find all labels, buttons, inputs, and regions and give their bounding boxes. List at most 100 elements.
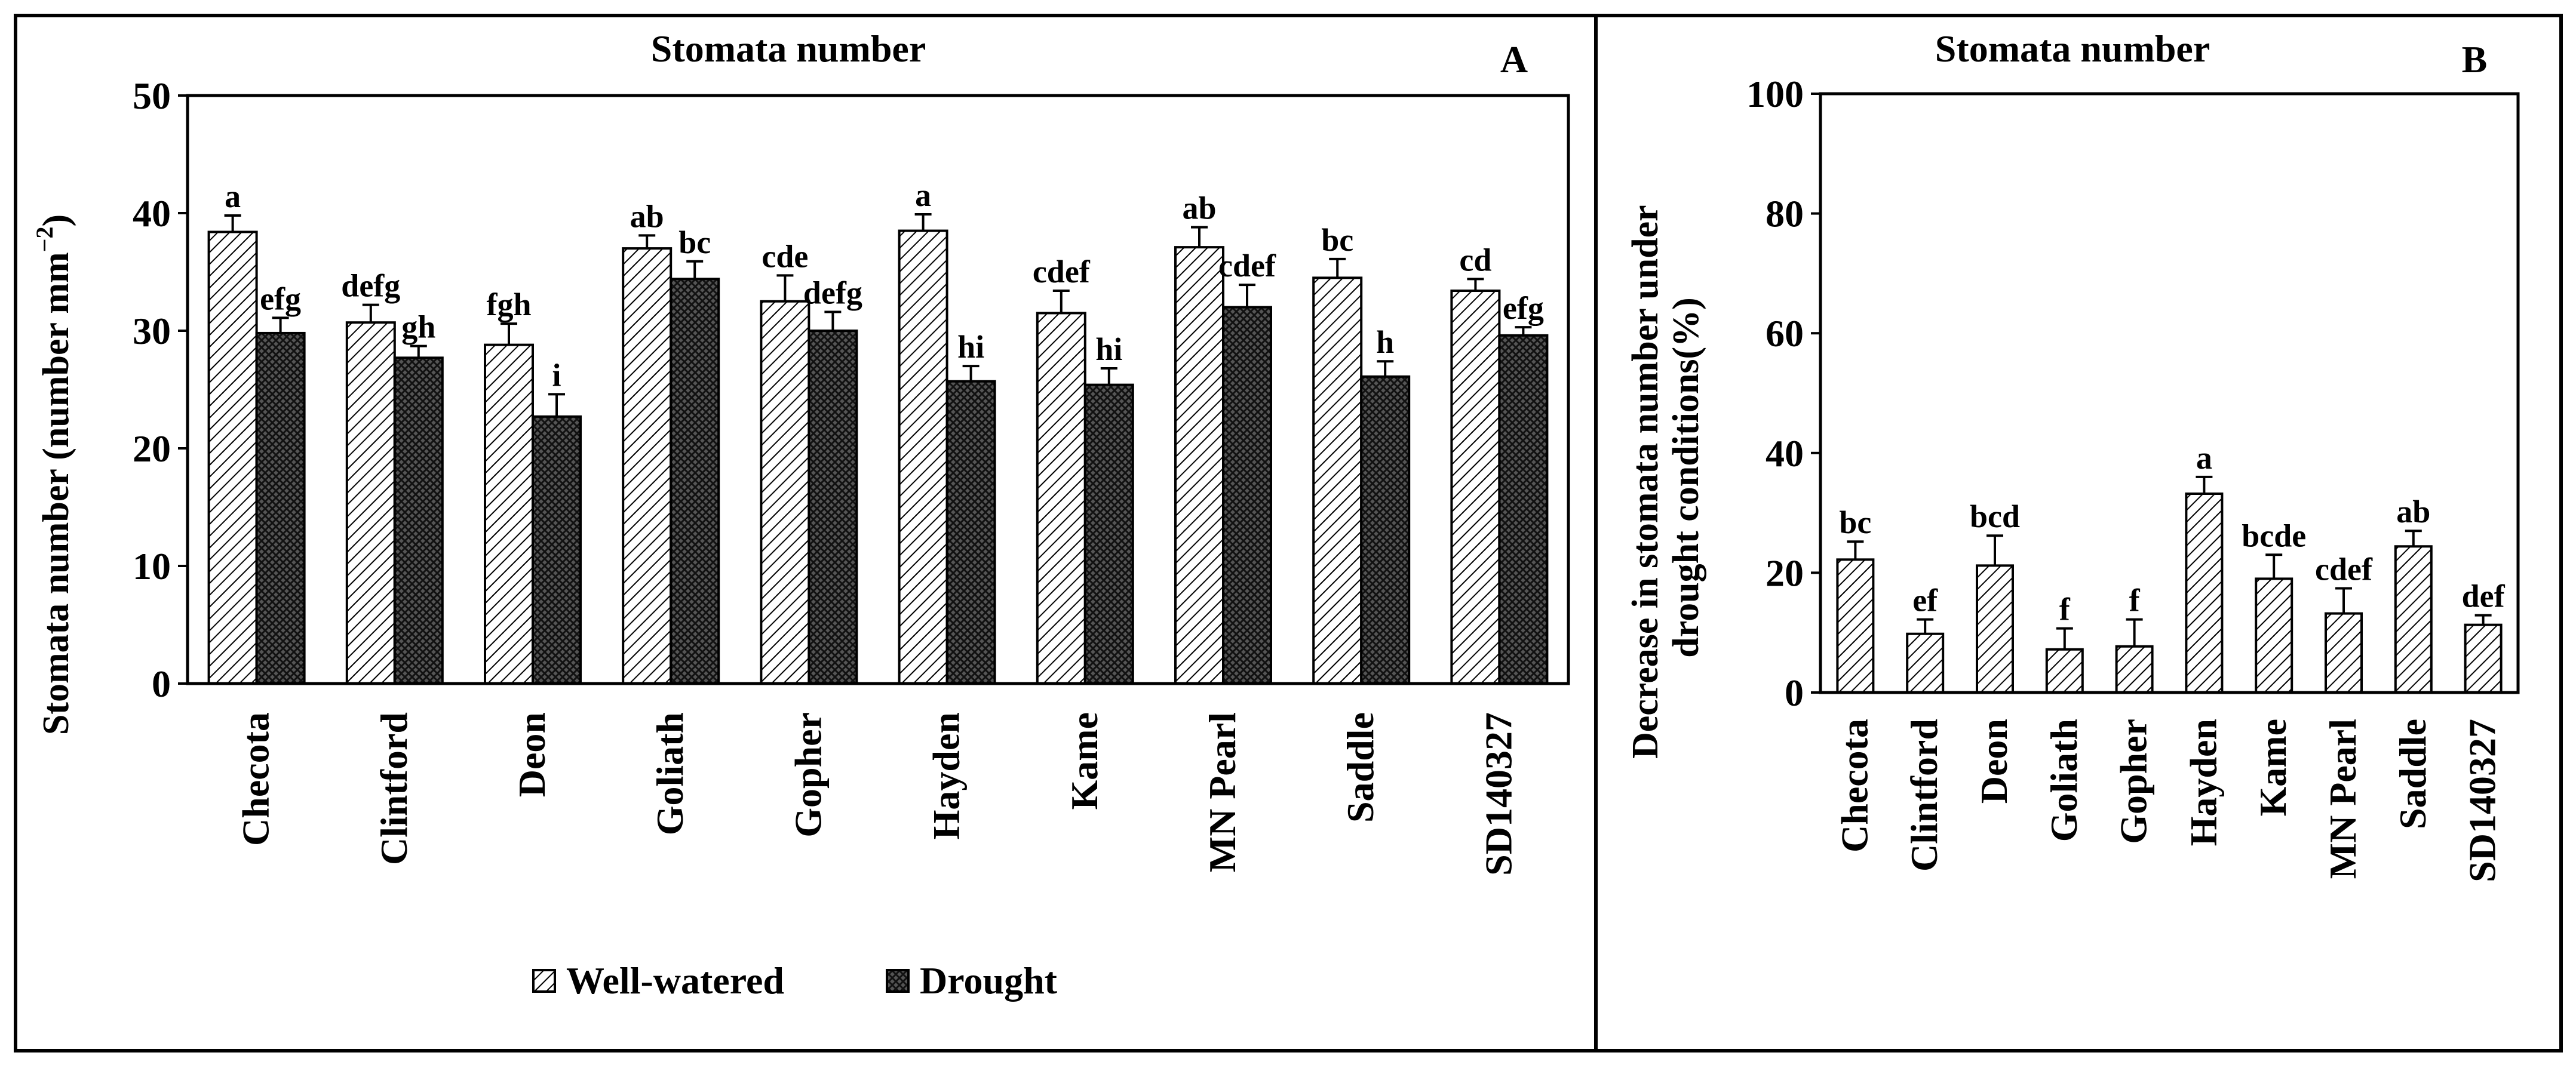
bar-drought-kame xyxy=(1083,383,1134,685)
figure-frame xyxy=(14,14,2563,1052)
x-tick-label-deon: Deon xyxy=(1973,719,2015,804)
x-tick-label-saddle: Saddle xyxy=(1339,712,1381,823)
bar-decrease-goliath xyxy=(2045,648,2084,694)
x-tick-label-kame: Kame xyxy=(2252,719,2294,817)
significance-letter: bc xyxy=(1321,222,1353,258)
bar-well-watered-saddle xyxy=(1312,276,1363,685)
x-tick-label-gopher: Gopher xyxy=(787,712,829,838)
panel-a-y-axis-label: Stomata number (number mm−2) xyxy=(31,214,76,735)
panel-a-x-tick-labels: Checota Clintford Deon Goliath Gopher Hayden K… xyxy=(235,712,1520,876)
panel-b: Stomata number B Decrease in stomata num… xyxy=(1625,27,2520,882)
x-tick-label-deon: Deon xyxy=(511,712,553,797)
significance-letter: i xyxy=(552,357,561,393)
panel-b-ticks: 0 20 40 60 80 100 xyxy=(1746,73,1820,714)
bar-drought-clintford xyxy=(393,356,444,685)
panel-b-y-axis-label: Decrease in stomata number under drought… xyxy=(1625,196,1706,759)
significance-letter: ab xyxy=(2396,494,2430,530)
y-tick-label: 10 xyxy=(133,545,171,587)
significance-letter: h xyxy=(1376,324,1394,360)
significance-letter: fgh xyxy=(486,287,531,322)
significance-letter: bcd xyxy=(1970,498,2020,534)
y-tick-label: 60 xyxy=(1766,312,1804,355)
bar-decrease-saddle xyxy=(2394,545,2433,694)
significance-letter: ab xyxy=(630,198,664,234)
significance-letter: a xyxy=(2196,440,2212,476)
x-tick-label-goliath: Goliath xyxy=(649,712,691,835)
bar-decrease-hayden xyxy=(2185,493,2224,694)
panel-b-plot-frame xyxy=(1819,92,2520,694)
significance-letter: defg xyxy=(803,275,862,310)
significance-letter: bcde xyxy=(2242,518,2306,553)
significance-letter: cdef xyxy=(2315,551,2373,587)
panel-b-title: Stomata number xyxy=(1935,27,2210,70)
bar-drought-mn-pearl xyxy=(1222,306,1272,685)
significance-letter: efg xyxy=(1503,290,1544,326)
bar-drought-deon xyxy=(532,415,582,685)
bar-decrease-kame xyxy=(2255,577,2293,694)
panel-a-plot-frame xyxy=(186,94,1570,685)
bar-well-watered-kame xyxy=(1036,312,1086,685)
significance-letter: ef xyxy=(1912,583,1938,618)
y-tick-label: 20 xyxy=(133,427,171,470)
panel-a-letter: A xyxy=(1500,38,1528,81)
x-tick-label-mn-pearl: MN Pearl xyxy=(2322,719,2364,879)
bar-drought-goliath xyxy=(670,278,720,685)
legend-swatch-well-watered xyxy=(532,969,556,993)
panel-a-legend: Well-watered Drought xyxy=(532,959,1058,1002)
significance-letter: defg xyxy=(341,268,400,304)
panel-a-title: Stomata number xyxy=(651,27,926,70)
x-tick-label-hayden: Hayden xyxy=(2182,719,2224,846)
y-tick-label: 30 xyxy=(133,310,171,352)
x-tick-label-mn-pearl: MN Pearl xyxy=(1201,712,1244,872)
x-tick-label-sd140327: SD140327 xyxy=(2461,719,2504,882)
significance-letter: cde xyxy=(762,238,808,274)
legend-label-drought: Drought xyxy=(920,959,1058,1002)
x-tick-label-kame: Kame xyxy=(1063,712,1106,810)
significance-letter: hi xyxy=(957,329,984,365)
significance-letter: cd xyxy=(1459,242,1491,278)
x-tick-label-checota: Checota xyxy=(1833,719,1875,853)
bar-well-watered-checota xyxy=(207,230,258,685)
bar-well-watered-goliath xyxy=(622,247,673,685)
significance-letter: bc xyxy=(678,224,711,260)
bar-drought-sd140327 xyxy=(1498,334,1549,685)
significance-letter: hi xyxy=(1095,331,1122,367)
bar-drought-gopher xyxy=(808,330,858,685)
y-tick-label: 80 xyxy=(1766,193,1804,235)
y-tick-label: 20 xyxy=(1766,552,1804,594)
significance-letter: def xyxy=(2462,578,2506,614)
bar-decrease-sd140327 xyxy=(2464,623,2503,694)
significance-letter: f xyxy=(2129,583,2141,618)
x-tick-label-checota: Checota xyxy=(235,712,277,846)
bar-well-watered-deon xyxy=(484,343,534,685)
y-tick-label: 40 xyxy=(133,192,171,235)
x-tick-label-goliath: Goliath xyxy=(2043,719,2085,842)
y-tick-label: 0 xyxy=(152,663,171,705)
panel-b-letter: B xyxy=(2462,38,2488,81)
y-tick-label: 0 xyxy=(1785,672,1804,714)
x-tick-label-clintford: Clintford xyxy=(373,712,415,865)
y-tick-label: 50 xyxy=(133,75,171,117)
bar-decrease-gopher xyxy=(2115,645,2154,694)
panel-b-x-tick-labels: Checota Clintford Deon Goliath Gopher Hayden K… xyxy=(1833,719,2503,882)
legend-label-well-watered: Well-watered xyxy=(566,959,784,1002)
x-tick-label-saddle: Saddle xyxy=(2391,719,2434,829)
bar-drought-saddle xyxy=(1360,375,1411,685)
panel-a: Stomata number A Stomata number (number … xyxy=(31,27,1570,1002)
significance-letter: cdef xyxy=(1218,248,1276,284)
y-tick-label: 100 xyxy=(1746,73,1804,115)
bar-decrease-mn-pearl xyxy=(2325,612,2363,694)
bar-decrease-deon xyxy=(1976,564,2014,694)
significance-letter: f xyxy=(2059,592,2071,627)
legend-swatch-drought xyxy=(886,969,910,993)
bar-drought-checota xyxy=(255,331,306,685)
bar-decrease-checota xyxy=(1836,558,1875,694)
significance-letter: gh xyxy=(401,309,435,345)
bar-drought-hayden xyxy=(945,380,996,685)
bar-well-watered-mn-pearl xyxy=(1174,246,1224,685)
significance-letter: a xyxy=(225,178,241,214)
x-tick-label-sd140327: SD140327 xyxy=(1477,712,1519,876)
bar-well-watered-clintford xyxy=(345,321,396,685)
